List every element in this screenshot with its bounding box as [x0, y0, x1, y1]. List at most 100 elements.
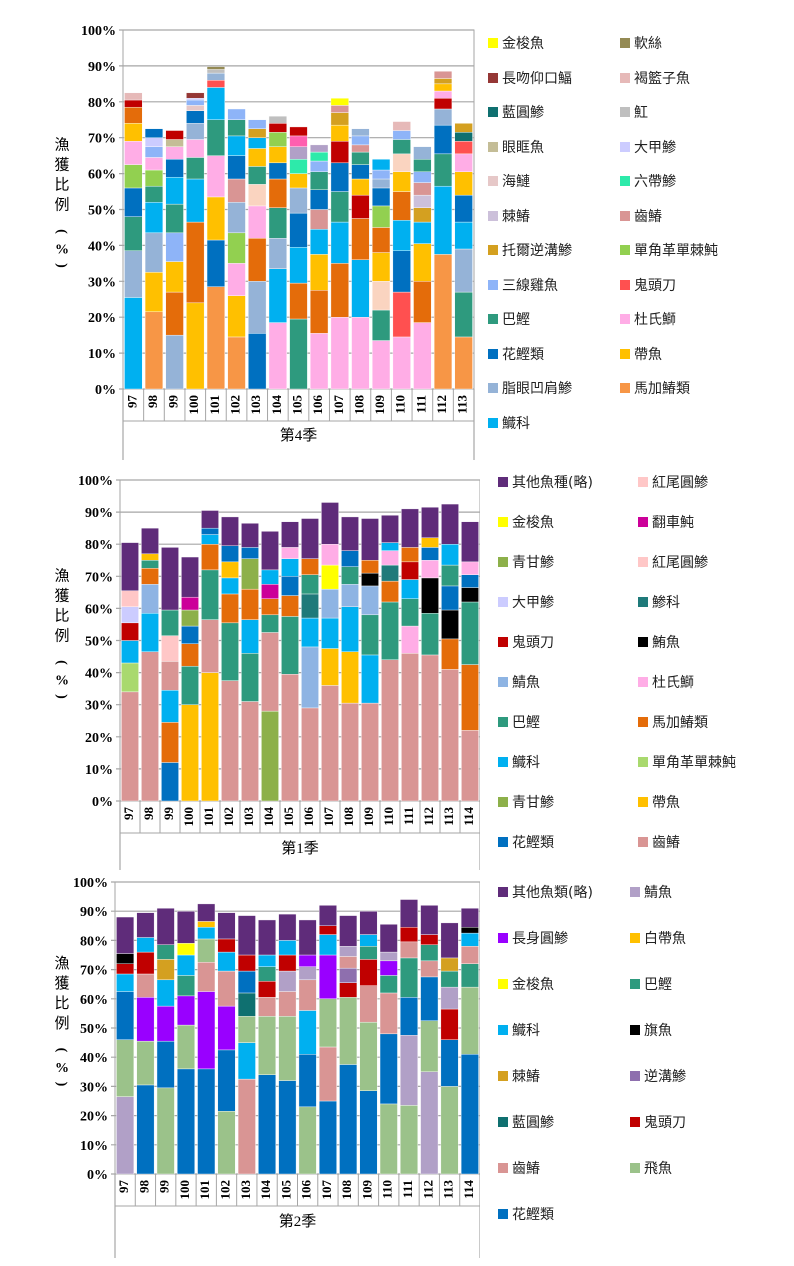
bar-segment: [124, 216, 143, 251]
bar-segment: [217, 970, 236, 1007]
bar-segment: [330, 317, 349, 390]
x-tick-label: 99: [161, 807, 176, 821]
legend-label: 鱵科: [512, 755, 540, 771]
bar-stack-99: [156, 908, 175, 1175]
bar-segment: [420, 1020, 439, 1072]
bar-segment: [136, 997, 155, 1042]
legend-label: 鱵科: [512, 1023, 540, 1039]
legend-label: 旗魚: [644, 1023, 672, 1039]
bar-segment: [136, 951, 155, 975]
x-tick-label: 111: [400, 1180, 415, 1198]
bar-segment: [124, 99, 143, 108]
y-tick-label: 10%: [88, 347, 116, 362]
bar-segment: [379, 1033, 398, 1105]
svg-text:獲: 獲: [54, 588, 69, 605]
bar-segment: [318, 934, 337, 956]
x-tick-label: 101: [201, 807, 216, 827]
x-tick-label: 100: [181, 807, 196, 827]
bar-segment: [392, 191, 411, 221]
bar-segment: [298, 1010, 317, 1055]
bar-stack-108: [339, 915, 358, 1175]
bar-segment: [318, 1100, 337, 1175]
svg-text:獲: 獲: [54, 975, 69, 992]
bar-segment: [206, 80, 225, 88]
bar-segment: [421, 507, 439, 538]
bar-segment: [379, 975, 398, 994]
legend-label: 六帶鯵: [634, 174, 676, 190]
bar-segment: [381, 659, 399, 802]
bar-segment: [241, 547, 259, 559]
bar-segment: [318, 954, 337, 999]
legend-item: 鱵科: [498, 1020, 540, 1040]
bar-segment: [221, 545, 239, 563]
svg-text:比: 比: [54, 177, 69, 194]
bar-stack-111: [401, 508, 419, 802]
bar-segment: [221, 577, 239, 595]
bar-stack-100: [186, 92, 205, 390]
bar-segment: [248, 281, 267, 334]
bar-segment: [289, 282, 308, 320]
bar-stack-106: [301, 518, 319, 802]
x-tick-label: 105: [278, 1180, 293, 1200]
bar-segment: [298, 966, 317, 981]
svg-text:漁: 漁: [54, 137, 69, 154]
bar-stack-104: [258, 919, 277, 1175]
bar-segment: [261, 710, 279, 802]
bar-segment: [454, 194, 473, 223]
x-tick-label: 99: [157, 1180, 172, 1194]
bar-stack-112: [421, 507, 439, 802]
bar-segment: [221, 516, 239, 547]
bar-segment: [241, 653, 259, 702]
bar-segment: [268, 162, 287, 180]
bar-segment: [141, 613, 159, 652]
legend-swatch: [488, 72, 498, 83]
bar-segment: [237, 1016, 256, 1043]
bar-segment: [310, 209, 329, 230]
bar-stack-101: [201, 510, 219, 802]
legend-label: 藍圓鯵: [512, 1115, 554, 1131]
bar-segment: [165, 146, 184, 160]
bar-segment: [440, 922, 459, 959]
legend-swatch: [488, 314, 498, 324]
x-axis-label: 第4季: [280, 426, 318, 444]
bar-segment: [141, 568, 159, 585]
bar-segment: [321, 685, 339, 802]
bar-segment: [248, 148, 267, 167]
bar-segment: [310, 171, 329, 190]
y-tick-label: 80%: [85, 538, 113, 553]
bar-segment: [321, 564, 339, 590]
bar-segment: [258, 1016, 277, 1075]
bar-segment: [289, 173, 308, 189]
bar-stack-103: [237, 915, 256, 1175]
bar-segment: [161, 661, 179, 691]
bar-segment: [268, 123, 287, 133]
bar-segment: [339, 1064, 358, 1175]
y-tick-label: 100%: [81, 24, 116, 39]
legend-swatch: [498, 837, 508, 847]
bar-segment: [301, 558, 319, 575]
bar-segment: [268, 207, 287, 239]
x-tick-label: 98: [136, 1180, 151, 1194]
y-tick-label: 90%: [80, 905, 108, 920]
bar-segment: [281, 674, 299, 802]
legend-label: 單角革單棘魨: [634, 243, 718, 259]
bar-segment: [433, 83, 453, 92]
bar-stack-108: [351, 128, 370, 390]
bar-segment: [186, 157, 205, 180]
bar-stack-102: [227, 108, 246, 390]
legend-swatch: [498, 677, 508, 687]
bar-segment: [330, 98, 349, 106]
bar-segment: [339, 956, 358, 969]
y-tick-label: 10%: [85, 763, 113, 778]
legend-item: 三線雞魚: [488, 275, 558, 295]
legend-item: 鮪魚: [638, 632, 680, 652]
bar-stack-109: [372, 159, 391, 390]
bar-segment: [121, 691, 139, 802]
legend-item: 青甘鯵: [498, 792, 554, 812]
svg-text:(: (: [54, 660, 69, 665]
bar-segment: [392, 250, 411, 293]
bar-segment: [227, 263, 246, 296]
bar-segment: [161, 722, 179, 763]
legend-item: 大甲鯵: [498, 592, 554, 612]
legend-swatch: [630, 979, 640, 989]
